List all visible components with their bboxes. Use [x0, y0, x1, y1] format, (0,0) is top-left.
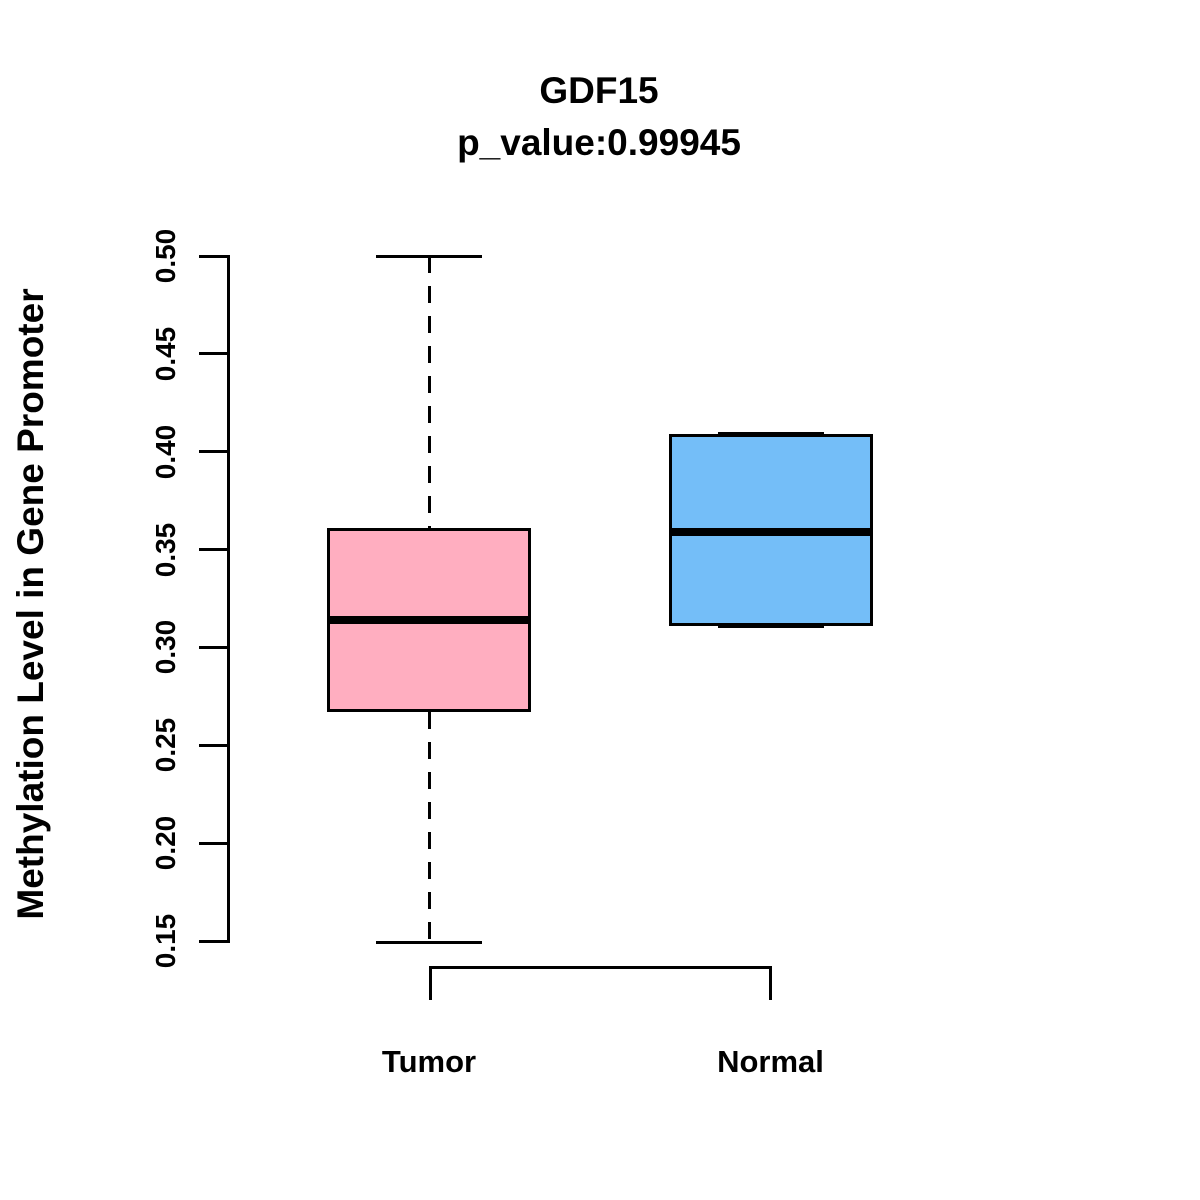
y-tick-label-0.45: 0.45	[150, 326, 181, 382]
x-category-label-normal: Normal	[717, 1044, 824, 1079]
y-tick-label-0.50: 0.50	[150, 228, 181, 284]
y-tick-0.40	[199, 450, 229, 454]
normal-median-line	[668, 527, 873, 536]
tumor-lower-whisker-cap	[376, 941, 482, 945]
normal-lower-whisker-cap	[717, 623, 824, 629]
y-tick-0.50	[199, 254, 229, 258]
y-tick-0.20	[199, 841, 229, 845]
y-tick-0.35	[199, 548, 229, 552]
y-tick-label-0.20: 0.20	[150, 815, 181, 871]
y-tick-0.45	[199, 352, 229, 356]
chart-subtitle: p_value:0.99945	[457, 122, 741, 163]
y-tick-label-0.15: 0.15	[150, 913, 181, 969]
y-tick-label-0.35: 0.35	[150, 522, 181, 577]
chart-title: GDF15	[539, 70, 659, 111]
x-axis-line	[429, 966, 772, 969]
x-axis-tick-normal	[769, 966, 772, 1000]
y-tick-label-0.40: 0.40	[150, 424, 181, 479]
y-tick-0.25	[199, 743, 229, 747]
tumor-upper-whisker	[427, 256, 431, 529]
y-tick-label-0.25: 0.25	[150, 718, 181, 773]
y-tick-0.30	[199, 645, 229, 649]
x-axis-tick-tumor	[429, 966, 432, 1000]
tumor-upper-whisker-cap	[376, 254, 482, 258]
tumor-median-line	[327, 616, 531, 625]
y-tick-0.15	[199, 939, 229, 943]
y-tick-label-0.30: 0.30	[150, 620, 181, 675]
y-axis-label: Methylation Level in Gene Promoter	[10, 288, 51, 920]
y-axis-line	[227, 255, 230, 943]
x-category-label-tumor: Tumor	[381, 1044, 477, 1079]
tumor-lower-whisker	[427, 712, 431, 943]
